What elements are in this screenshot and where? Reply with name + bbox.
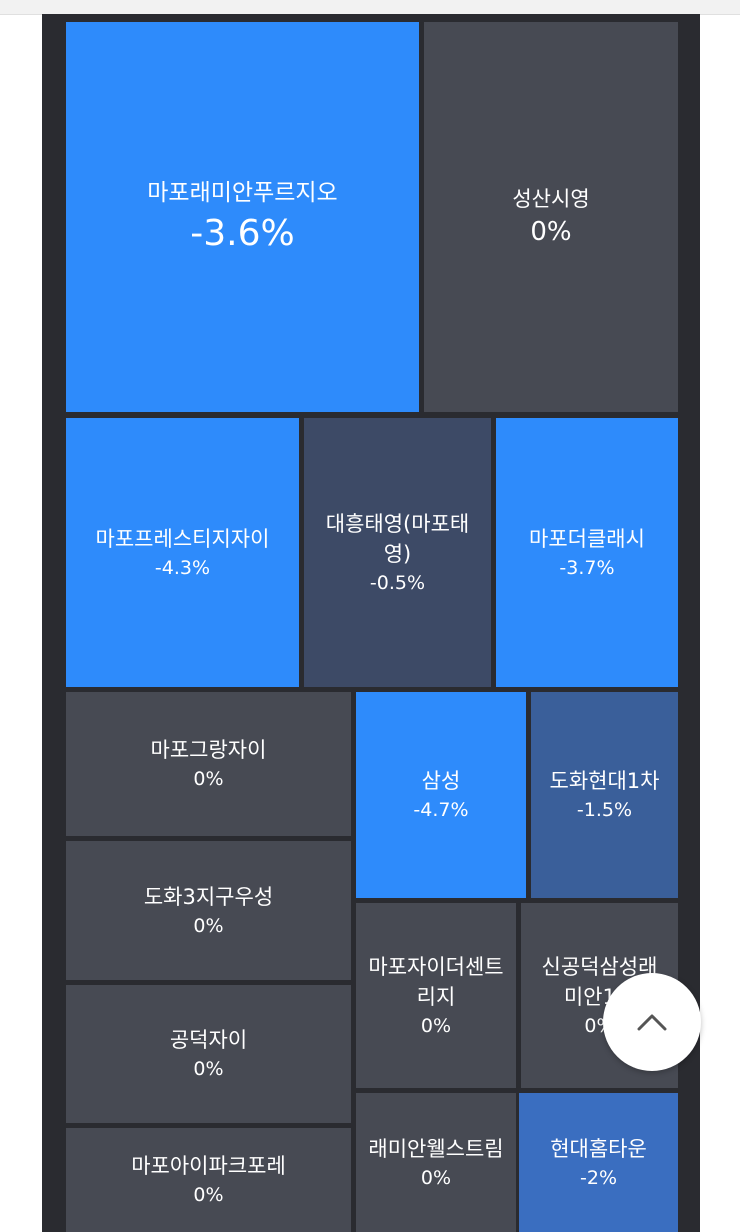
tile-name: 마포래미안푸르지오 — [147, 180, 338, 206]
tile-name: 래미안웰스트림 — [368, 1136, 504, 1161]
tile-change: -4.7% — [413, 799, 469, 821]
tile-name: 도화현대1차 — [549, 769, 660, 793]
tile-change: 0% — [193, 914, 224, 937]
treemap-tile[interactable]: 도화3지구우성 0% — [66, 841, 351, 980]
tile-change: -2% — [580, 1166, 617, 1189]
tile-name: 현대홈타운 — [550, 1136, 647, 1161]
treemap-tile[interactable]: 마포프레스티지자이 -4.3% — [66, 418, 299, 687]
chevron-up-icon — [637, 1014, 667, 1031]
tile-change: 0% — [193, 768, 224, 790]
tile-change: -3.7% — [559, 556, 615, 579]
treemap-tile[interactable]: 도화현대1차 -1.5% — [531, 692, 678, 898]
treemap-tile[interactable]: 공덕자이 0% — [66, 985, 351, 1123]
treemap-tile[interactable]: 대흥태영(마포태영) -0.5% — [304, 418, 491, 687]
treemap-tile[interactable]: 래미안웰스트림 0% — [356, 1093, 516, 1232]
treemap-tile[interactable]: 마포래미안푸르지오 -3.6% — [66, 22, 419, 412]
top-bar — [0, 0, 740, 15]
tile-name: 공덕자이 — [169, 1028, 248, 1052]
tile-name: 마포프레스티지자이 — [95, 526, 270, 551]
tile-change: 0% — [193, 1058, 224, 1080]
tile-change: 0% — [420, 1166, 452, 1189]
treemap-tile[interactable]: 현대홈타운 -2% — [519, 1093, 678, 1232]
tile-change: 0% — [193, 1184, 224, 1206]
tile-change: 0% — [530, 217, 572, 247]
tile-name: 삼성 — [421, 769, 461, 793]
tile-change: -1.5% — [576, 799, 633, 821]
tile-name: 도화3지구우성 — [143, 884, 274, 909]
tile-change: -4.3% — [154, 556, 211, 579]
tile-change: -0.5% — [369, 571, 426, 594]
treemap-tile[interactable]: 삼성 -4.7% — [356, 692, 526, 898]
treemap-tile[interactable]: 마포그랑자이 0% — [66, 692, 351, 836]
treemap-tile[interactable]: 마포자이더센트리지 0% — [356, 903, 516, 1088]
tile-change: 0% — [420, 1014, 452, 1037]
tile-name: 마포자이더센트리지 — [368, 954, 504, 1009]
treemap-tile[interactable]: 성산시영 0% — [424, 22, 678, 412]
tile-name: 마포아이파크포레 — [131, 1154, 286, 1178]
tile-name: 마포더클래시 — [529, 526, 645, 551]
treemap-tile[interactable]: 마포더클래시 -3.7% — [496, 418, 678, 687]
tile-name: 마포그랑자이 — [150, 738, 267, 762]
treemap-tile[interactable]: 마포아이파크포레 0% — [66, 1128, 351, 1232]
tile-name: 성산시영 — [512, 187, 590, 211]
tile-change: -3.6% — [190, 213, 295, 254]
scroll-top-button[interactable] — [603, 973, 701, 1071]
tile-name: 대흥태영(마포태영) — [325, 511, 470, 566]
